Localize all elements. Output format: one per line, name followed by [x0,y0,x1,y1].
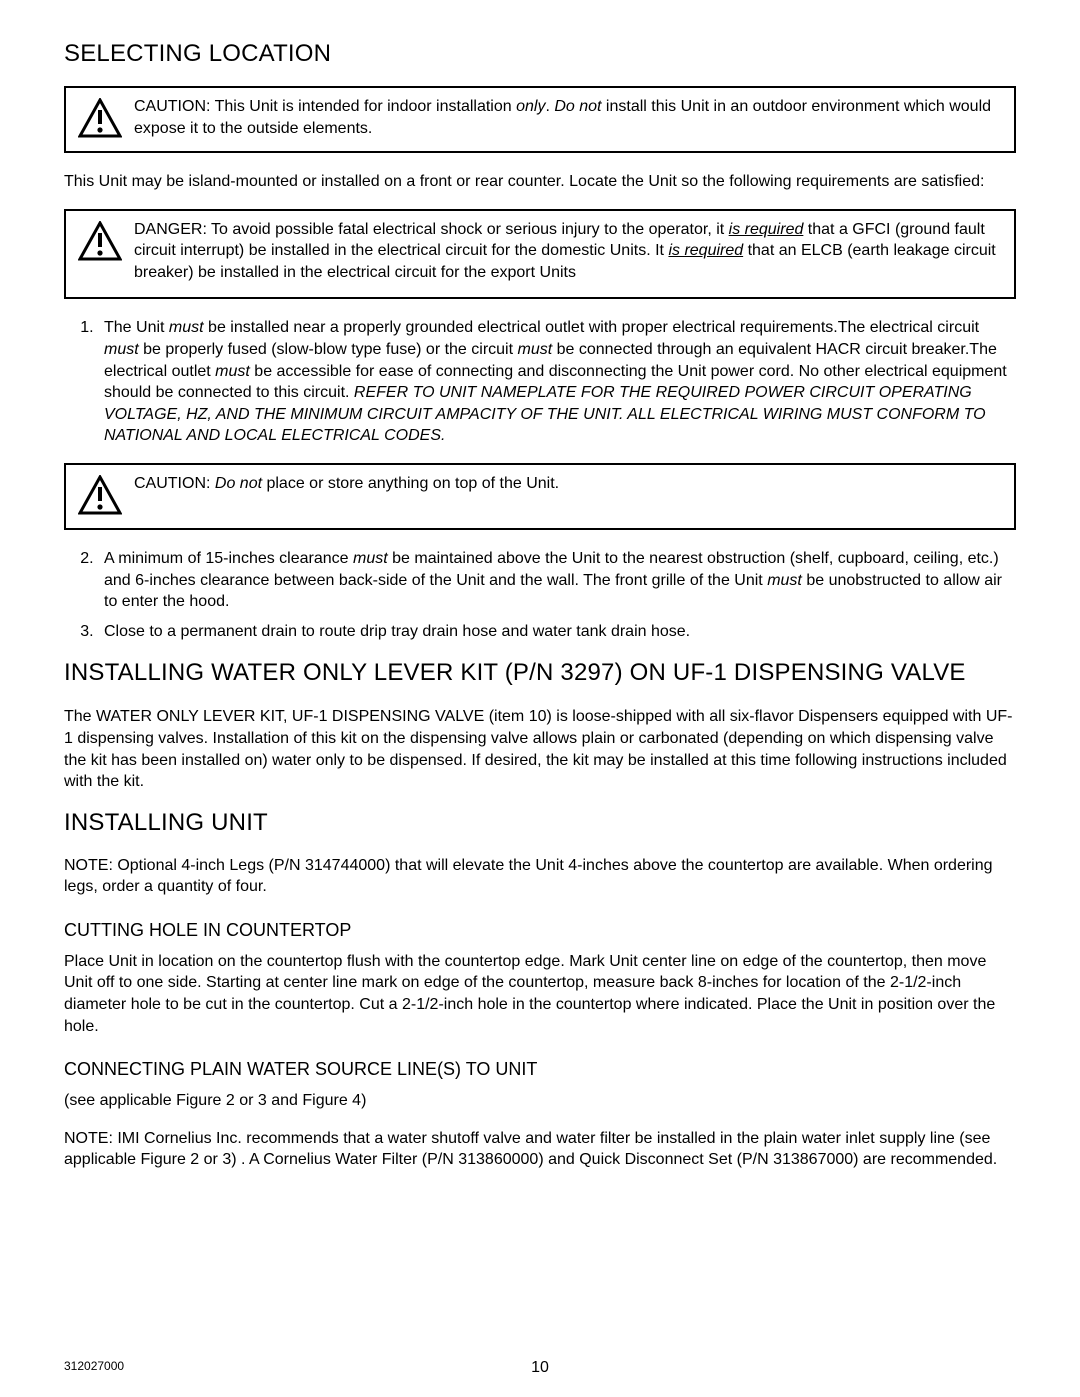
danger-text-electrical: DANGER: To avoid possible fatal electric… [134,219,1002,284]
warning-icon [78,221,122,266]
heading-water-lever-kit: INSTALLING WATER ONLY LEVER KIT (P/N 329… [64,658,1016,688]
caution-text-indoor: CAUTION: This Unit is intended for indoo… [134,96,1002,139]
requirement-3: Close to a permanent drain to route drip… [98,621,1016,643]
heading-installing-unit: INSTALLING UNIT [64,809,1016,837]
warning-icon [78,98,122,143]
water-lever-body: The WATER ONLY LEVER KIT, UF-1 DISPENSIN… [64,706,1016,792]
intro-text: This Unit may be island-mounted or insta… [64,171,1016,193]
page: SELECTING LOCATION CAUTION: This Unit is… [0,0,1080,1397]
caution-box-indoor: CAUTION: This Unit is intended for indoo… [64,86,1016,153]
cutting-hole-body: Place Unit in location on the countertop… [64,951,1016,1037]
warning-icon [78,475,122,520]
page-number: 10 [531,1359,549,1377]
requirement-2: A minimum of 15-inches clearance must be… [98,548,1016,613]
caution-text-ontop: CAUTION: Do not place or store anything … [134,473,1002,495]
danger-box-electrical: DANGER: To avoid possible fatal electric… [64,209,1016,300]
water-source-note: NOTE: IMI Cornelius Inc. recommends that… [64,1128,1016,1171]
requirement-1: The Unit must be installed near a proper… [98,317,1016,447]
requirements-list-2: A minimum of 15-inches clearance must be… [64,548,1016,642]
water-source-see: (see applicable Figure 2 or 3 and Figure… [64,1090,1016,1112]
part-number: 312027000 [64,1359,124,1373]
heading-selecting-location: SELECTING LOCATION [64,40,1016,68]
installing-unit-note: NOTE: Optional 4-inch Legs (P/N 31474400… [64,855,1016,898]
caution-box-ontop: CAUTION: Do not place or store anything … [64,463,1016,530]
page-footer: 312027000 10 [64,1359,1016,1373]
subheading-water-source: CONNECTING PLAIN WATER SOURCE LINE(S) TO… [64,1059,1016,1080]
subheading-cutting-hole: CUTTING HOLE IN COUNTERTOP [64,920,1016,941]
requirements-list-1: The Unit must be installed near a proper… [64,317,1016,447]
